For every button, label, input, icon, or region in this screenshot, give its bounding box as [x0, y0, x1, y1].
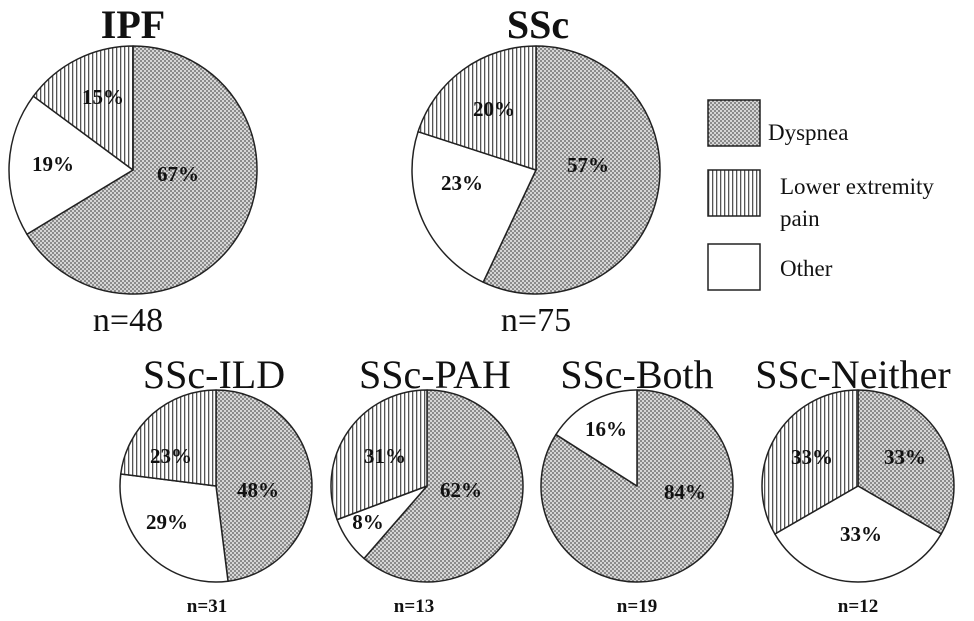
pie-slices: 33% 33% 33%	[761, 389, 955, 583]
pie-slice-lower-extremity-pain	[120, 389, 217, 487]
legend-item-other: Other	[707, 243, 833, 291]
pie-slice-other	[774, 485, 942, 583]
legend-label-line-1: Lower extremity	[780, 174, 934, 199]
sample-size-label: n=48	[93, 302, 163, 339]
slice-percent-label: 15%	[82, 85, 124, 109]
legend: Dyspnea Lower extremity pain Other	[707, 99, 934, 291]
pie-slices: 57% 23% 20%	[411, 45, 661, 295]
slice-percent-label: 33%	[884, 445, 926, 469]
slice-percent-label: 20%	[473, 97, 515, 121]
pie-slice-dyspnea	[26, 45, 258, 295]
legend-swatch-white	[707, 243, 761, 291]
pie-slice-dyspnea	[215, 389, 313, 582]
pie-slice-dyspnea	[857, 389, 955, 535]
legend-item-lower-extremity-pain: Lower extremity pain	[707, 169, 934, 231]
slice-percent-label: 8%	[352, 510, 384, 534]
slice-percent-label: 57%	[567, 153, 609, 177]
slice-percent-label: 19%	[32, 152, 74, 176]
pie-slice-lower-extremity-pain	[761, 389, 859, 535]
pie-slice-other	[555, 389, 638, 487]
pie-slices: 67% 19% 15%	[8, 45, 258, 295]
slice-percent-label: 33%	[840, 522, 882, 546]
chart-title: IPF	[101, 2, 165, 47]
slice-percent-label: 84%	[664, 480, 706, 504]
sample-size-label: n=12	[838, 596, 878, 617]
slice-percent-label: 48%	[237, 478, 279, 502]
sample-size-label: n=13	[394, 596, 434, 617]
slice-percent-label: 33%	[791, 445, 833, 469]
sample-size-label: n=31	[187, 596, 227, 617]
pie-slices: 62% 8% 31%	[330, 389, 524, 583]
slice-percent-label: 23%	[150, 444, 192, 468]
pie-chart-ssc-pah: SSc-PAH 62% 8% 31% n=13	[330, 352, 524, 617]
slice-percent-label: 23%	[441, 171, 483, 195]
legend-item-dyspnea: Dyspnea	[707, 99, 848, 147]
legend-label: Dyspnea	[768, 120, 848, 145]
pie-slices: 48% 29% 23%	[119, 389, 313, 583]
pie-slice-other	[411, 130, 537, 283]
sample-size-label: n=75	[501, 302, 571, 339]
slice-percent-label: 67%	[157, 162, 199, 186]
pie-slice-lower-extremity-pain	[417, 45, 537, 171]
pie-chart-ipf: IPF 67% 19% 15% n=48	[8, 2, 258, 339]
slice-percent-label: 16%	[585, 417, 627, 441]
legend-swatch-dots	[707, 99, 761, 147]
chart-title: SSc	[507, 2, 569, 47]
sample-size-label: n=19	[617, 596, 657, 617]
pie-slice-lower-extremity-pain	[330, 389, 428, 521]
pie-slice-dyspnea	[482, 45, 661, 295]
pie-slices: 84% 16%	[540, 389, 734, 583]
pie-chart-ssc: SSc 57% 23% 20% n=75	[411, 2, 661, 339]
pie-slice-lower-extremity-pain	[32, 45, 134, 171]
pie-slice-other	[8, 95, 134, 235]
slice-percent-label: 62%	[440, 478, 482, 502]
pie-slice-dyspnea	[540, 389, 734, 583]
legend-label-line-2: pain	[780, 206, 820, 231]
pie-slice-dyspnea	[363, 389, 524, 583]
pie-chart-ssc-neither: SSc-Neither 33%33%33% n=12	[755, 352, 955, 617]
pie-slice-other	[119, 473, 229, 583]
slice-percent-label: 31%	[364, 444, 406, 468]
chart-title: SSc-PAH	[359, 352, 511, 397]
legend-swatch-vertical-lines	[707, 169, 761, 217]
pie-chart-ssc-both: SSc-Both 84%16% n=19	[540, 352, 734, 617]
pie-chart-ssc-ild: SSc-ILD 48%29%23% n=31	[119, 352, 313, 617]
slice-percent-label: 29%	[146, 510, 188, 534]
legend-label: Other	[780, 256, 833, 281]
